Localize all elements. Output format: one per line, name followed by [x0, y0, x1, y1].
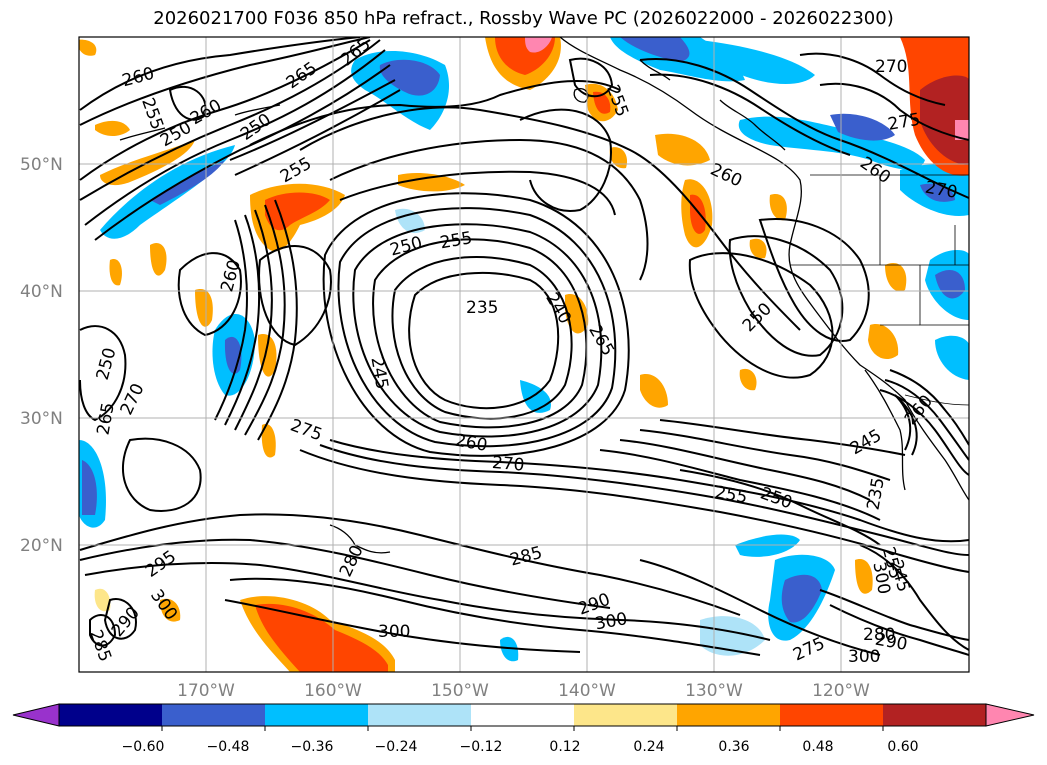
coastlines — [119, 37, 969, 554]
colorbar-tick-label: −0.12 — [460, 739, 503, 755]
colorbar-segment — [574, 704, 678, 726]
colorbar-segment — [471, 704, 575, 726]
colorbar-frame — [58, 703, 987, 727]
colorbar-tick-label: 0.24 — [633, 739, 664, 755]
lat-label-20n: 20°N — [20, 536, 63, 556]
colorbar: −0.60 −0.48 −0.36 −0.24 −0.12 0.12 0.24 … — [12, 703, 1035, 755]
colorbar-tick-label: −0.36 — [291, 739, 334, 755]
political-borders — [790, 174, 969, 406]
contour-label: 300 — [378, 622, 410, 642]
map-title: 2026021700 F036 850 hPa refract., Rossby… — [153, 8, 894, 29]
colorbar-segment — [265, 704, 369, 726]
lon-label-160w: 160°W — [304, 681, 362, 701]
latitude-labels: 50°N 40°N 30°N 20°N — [20, 155, 63, 556]
colorbar-tick-label: 0.48 — [802, 739, 833, 755]
colorbar-left-extension — [12, 703, 60, 727]
colorbar-segment — [780, 704, 884, 726]
graticule — [79, 37, 969, 672]
colorbar-segment — [59, 704, 163, 726]
plot-frame — [78, 36, 970, 673]
lon-label-120w: 120°W — [812, 681, 870, 701]
colorbar-tick-label: −0.24 — [375, 739, 418, 755]
lon-label-170w: 170°W — [177, 681, 235, 701]
colorbar-segment — [162, 704, 266, 726]
longitude-labels: 170°W 160°W 150°W 140°W 130°W 120°W — [177, 681, 870, 701]
lat-label-40n: 40°N — [20, 282, 63, 302]
colorbar-tick-label: −0.60 — [122, 739, 165, 755]
colorbar-right-extension — [985, 703, 1035, 727]
colorbar-segment — [883, 704, 987, 726]
contour-label: 300 — [848, 647, 880, 667]
colorbar-tick-label: 0.12 — [549, 739, 580, 755]
colorbar-tick-label: −0.48 — [207, 739, 250, 755]
lon-label-140w: 140°W — [558, 681, 616, 701]
lat-label-30n: 30°N — [20, 409, 63, 429]
contour-label: 270 — [491, 453, 525, 476]
colorbar-tick-label: 0.36 — [718, 739, 749, 755]
colorbar-tick-label: 0.60 — [887, 739, 918, 755]
contour-label: 270 — [875, 57, 907, 77]
lon-label-130w: 130°W — [685, 681, 743, 701]
lat-label-50n: 50°N — [20, 155, 63, 175]
colorbar-segment — [368, 704, 472, 726]
contour-label: 280 — [863, 625, 895, 645]
contour-label: 235 — [466, 298, 498, 318]
lon-label-150w: 150°W — [431, 681, 489, 701]
colorbar-segment — [677, 704, 781, 726]
